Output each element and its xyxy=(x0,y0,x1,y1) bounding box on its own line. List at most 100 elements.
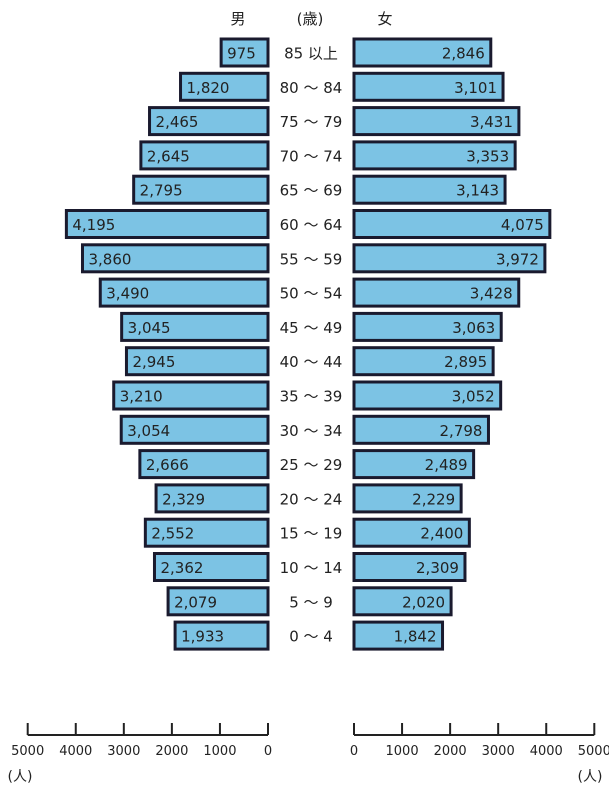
age-category-label: 10 ～ 14 xyxy=(280,559,343,577)
age-category-label: 0 ～ 4 xyxy=(289,628,333,646)
female-bar xyxy=(352,243,547,274)
female-bar xyxy=(352,346,495,377)
male-value-label: 2,645 xyxy=(147,147,190,165)
male-bar xyxy=(124,346,270,377)
age-category-label: 30 ～ 34 xyxy=(280,422,343,440)
female-value-label: 4,075 xyxy=(501,216,544,234)
age-category-label: 50 ～ 54 xyxy=(280,285,343,303)
female-bar xyxy=(352,380,503,411)
female-value-label: 3,101 xyxy=(454,79,497,97)
male-tick-label: 5000 xyxy=(11,744,44,759)
female-bar xyxy=(352,277,521,308)
bars-layer: 975 2,846 85 以上 1,820 3,101 80 ～ 84 2,465 3,431… xyxy=(64,37,552,651)
age-category-label: 40 ～ 44 xyxy=(280,353,343,371)
male-bar xyxy=(219,37,270,68)
male-value-label: 1,933 xyxy=(181,628,224,646)
male-tick-label: 3000 xyxy=(107,744,140,759)
female-value-label: 3,063 xyxy=(452,319,495,337)
female-value-label: 2,229 xyxy=(412,490,455,508)
female-value-label: 3,052 xyxy=(452,388,495,406)
male-value-label: 2,945 xyxy=(132,353,175,371)
male-value-label: 2,465 xyxy=(156,113,199,131)
male-value-label: 2,795 xyxy=(140,182,183,200)
male-bar xyxy=(154,483,270,514)
male-value-label: 975 xyxy=(227,45,256,63)
age-category-label: 15 ～ 19 xyxy=(280,525,343,543)
male-axis-unit: (人) xyxy=(8,769,33,785)
female-bar xyxy=(352,140,517,171)
male-bar xyxy=(166,586,270,617)
female-bar xyxy=(352,620,445,651)
male-bar xyxy=(173,620,270,651)
age-category-label: 70 ～ 74 xyxy=(280,147,343,165)
male-tick-label: 2000 xyxy=(155,744,188,759)
female-tick-label: 4000 xyxy=(530,744,563,759)
male-tick-label: 4000 xyxy=(59,744,92,759)
female-value-label: 3,431 xyxy=(470,113,513,131)
female-value-label: 3,143 xyxy=(456,182,499,200)
male-bar xyxy=(148,106,270,137)
female-value-label: 1,842 xyxy=(394,628,437,646)
male-bar xyxy=(98,277,270,308)
female-tick-label: 5000 xyxy=(578,744,609,759)
male-tick-label: 1000 xyxy=(203,744,236,759)
male-bar xyxy=(143,517,270,548)
age-category-label: 55 ～ 59 xyxy=(280,250,343,268)
female-value-label: 2,895 xyxy=(444,353,487,371)
female-bar xyxy=(352,71,505,102)
female-bar xyxy=(352,483,463,514)
female-tick-label: 0 xyxy=(350,744,358,759)
female-value-label: 3,972 xyxy=(496,250,539,268)
female-tick-label: 1000 xyxy=(386,744,419,759)
male-bar xyxy=(80,243,270,274)
female-value-label: 3,353 xyxy=(466,147,509,165)
age-category-label: 80 ～ 84 xyxy=(280,79,343,97)
female-bar xyxy=(352,37,493,68)
female-bar xyxy=(352,106,521,137)
age-category-label: 65 ～ 69 xyxy=(280,182,343,200)
male-value-label: 4,195 xyxy=(72,216,115,234)
age-category-label: 45 ～ 49 xyxy=(280,319,343,337)
female-bar xyxy=(352,552,467,582)
female-value-label: 2,309 xyxy=(416,559,459,577)
age-unit-header: (歳) xyxy=(297,10,324,28)
male-value-label: 2,552 xyxy=(151,525,194,543)
female-value-label: 3,428 xyxy=(470,285,513,303)
male-value-label: 2,329 xyxy=(162,490,205,508)
male-value-label: 2,362 xyxy=(160,559,203,577)
male-value-label: 3,860 xyxy=(88,250,131,268)
female-axis-unit: (人) xyxy=(578,769,603,785)
male-value-label: 3,490 xyxy=(106,285,149,303)
female-bar xyxy=(352,517,471,548)
female-bar xyxy=(352,311,503,342)
male-header: 男 xyxy=(230,10,245,28)
female-value-label: 2,489 xyxy=(425,456,468,474)
female-tick-label: 2000 xyxy=(434,744,467,759)
male-bar xyxy=(64,209,270,239)
male-bar xyxy=(179,71,270,102)
female-header: 女 xyxy=(377,10,392,28)
age-category-label: 25 ～ 29 xyxy=(280,456,343,474)
age-category-label: 35 ～ 39 xyxy=(280,388,343,406)
female-tick-label: 3000 xyxy=(482,744,515,759)
female-bar xyxy=(352,586,453,617)
female-bar xyxy=(352,209,552,239)
age-category-label: 20 ～ 24 xyxy=(280,490,343,508)
male-bar xyxy=(120,311,270,342)
age-category-label: 85 以上 xyxy=(284,45,338,63)
male-value-label: 2,666 xyxy=(146,456,189,474)
female-value-label: 2,020 xyxy=(402,593,445,611)
age-category-label: 75 ～ 79 xyxy=(280,113,343,131)
male-value-label: 2,079 xyxy=(174,593,217,611)
male-bar xyxy=(119,414,270,445)
female-value-label: 2,846 xyxy=(442,45,485,63)
male-value-label: 3,210 xyxy=(120,388,163,406)
male-bar xyxy=(139,140,270,171)
female-bar xyxy=(352,449,476,480)
male-bar xyxy=(138,449,270,480)
male-value-label: 3,054 xyxy=(127,422,170,440)
female-value-label: 2,400 xyxy=(420,525,463,543)
age-category-label: 60 ～ 64 xyxy=(280,216,343,234)
male-bar xyxy=(152,552,270,582)
